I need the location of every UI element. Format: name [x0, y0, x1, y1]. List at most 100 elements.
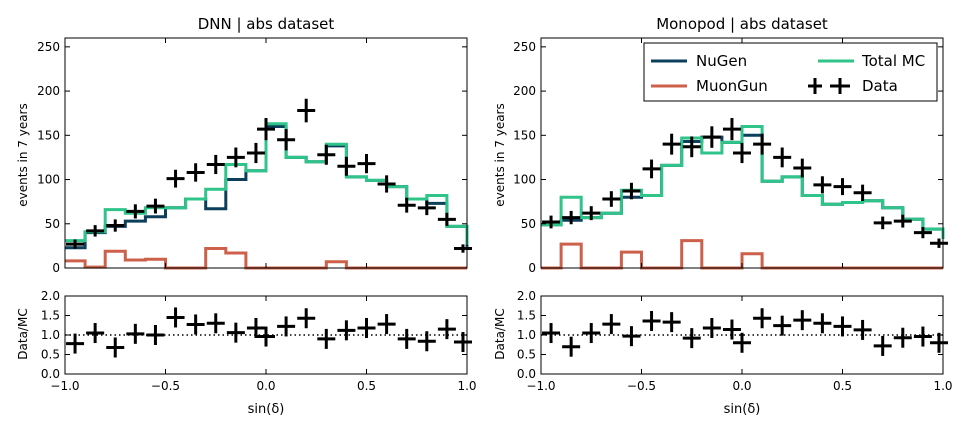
dnn-xlabel: sin(δ) [248, 402, 285, 417]
data-point [753, 133, 772, 155]
legend-data-label: Data [862, 77, 898, 95]
ratio-ytick-label: 0.5 [41, 348, 60, 362]
monopod-ratio-ylabel: Data/MC [493, 308, 507, 359]
data-point [297, 98, 316, 123]
data-point [833, 178, 852, 196]
data-point [166, 169, 185, 188]
xtick-label: 1.0 [933, 379, 952, 393]
monopod-ylabel: events in 7 years [493, 103, 507, 206]
xtick-label: −1.0 [50, 379, 79, 393]
ratio-point [642, 310, 661, 331]
monopod-xlabel: sin(δ) [724, 402, 761, 417]
data-point [246, 142, 265, 164]
data-point [893, 214, 912, 228]
data-point [337, 156, 356, 176]
xtick-label: 0.5 [833, 379, 852, 393]
data-point [66, 239, 85, 249]
ratio-point [277, 316, 296, 337]
ratio-point [397, 328, 416, 349]
main-ytick-label: 50 [521, 217, 536, 231]
main-ytick-label: 200 [513, 84, 536, 98]
ratio-point [126, 323, 145, 344]
ratio-point [722, 319, 741, 340]
data-point [562, 210, 581, 225]
ratio-point [582, 323, 601, 344]
ratio-point [246, 317, 265, 338]
xtick-label: 0.0 [732, 379, 751, 393]
ratio-point [702, 317, 721, 338]
ratio-point [186, 314, 205, 335]
legend-box [643, 42, 938, 102]
main-ytick-label: 250 [37, 40, 60, 54]
data-point [542, 215, 561, 229]
data-point [793, 158, 812, 178]
data-point [437, 212, 456, 226]
monopod-main-plot: 0 50 100 150 200 250 [513, 37, 948, 275]
ratio-ytick-label: 1.0 [41, 328, 60, 342]
data-point [722, 118, 741, 141]
ratio-point [562, 336, 581, 357]
monopod-ratio-plot: 0.0 0.5 1.0 1.5 2.0 −1.0 −0.5 0.0 0.5 1.0 [517, 289, 953, 393]
data-point [277, 129, 296, 151]
ratio-ytick-label: 1.5 [41, 309, 60, 323]
data-point [682, 136, 701, 158]
xtick-label: −1.0 [526, 379, 555, 393]
data-point [186, 163, 205, 182]
dnn-panel: DNN | abs dataset events in 7 years Data… [16, 15, 477, 417]
ratio-point [337, 320, 356, 341]
monopod-title: Monopod | abs dataset [656, 15, 828, 33]
data-point [106, 219, 125, 232]
data-point [126, 204, 145, 219]
dnn-ratio-ylabel: Data/MC [16, 308, 30, 359]
data-point [813, 176, 832, 194]
ratio-point [226, 322, 245, 343]
dnn-ratio-plot: 0.0 0.5 1.0 1.5 2.0 −1.0 −0.5 0.0 0.5 1.0 [41, 289, 477, 393]
ratio-point [813, 313, 832, 334]
data-point [357, 154, 376, 174]
main-ytick-label: 150 [37, 128, 60, 142]
data-point [397, 197, 416, 213]
main-ytick-label: 250 [513, 40, 536, 54]
ratio-point [793, 310, 812, 331]
dnn-ylabel: events in 7 years [16, 103, 30, 206]
ratio-point [602, 314, 621, 335]
xtick-label: −0.5 [151, 379, 180, 393]
ratio-point [317, 328, 336, 349]
main-ytick-label: 150 [513, 128, 536, 142]
ratio-point [357, 317, 376, 338]
legend-total-mc-label: Total MC [861, 52, 925, 70]
data-point [702, 126, 721, 148]
xtick-label: 1.0 [457, 379, 476, 393]
ratio-ytick-label: 2.0 [41, 289, 60, 303]
ratio-point [682, 328, 701, 349]
data-point [86, 225, 105, 237]
data-point [853, 184, 872, 201]
xtick-label: −0.5 [627, 379, 656, 393]
data-point [417, 200, 436, 216]
data-point [453, 244, 472, 253]
data-point [377, 175, 396, 193]
data-point [733, 142, 751, 164]
ratio-point [437, 319, 456, 340]
ratio-ytick-label: 0.5 [517, 348, 536, 362]
data-point [257, 118, 275, 141]
monopod-panel: Monopod | abs dataset events in 7 years … [493, 15, 953, 417]
xtick-label: 0.5 [357, 379, 376, 393]
xtick-label: 0.0 [256, 379, 275, 393]
main-ytick-label: 0 [528, 261, 536, 275]
data-point [602, 191, 621, 207]
legend: NuGen MuonGun Total MC Data [643, 42, 938, 102]
data-point [873, 216, 892, 230]
ratio-point [913, 326, 932, 347]
dnn-main-plot: 0 50 100 150 200 250 [37, 37, 472, 275]
ratio-point [297, 308, 316, 329]
main-ytick-label: 50 [45, 217, 60, 231]
ratio-point [542, 323, 561, 344]
main-ytick-label: 0 [52, 261, 60, 275]
ratio-ytick-label: 1.0 [517, 328, 536, 342]
data-point [642, 159, 661, 179]
data-point [226, 147, 245, 168]
ratio-ytick-label: 0.0 [41, 367, 60, 381]
ratio-point [893, 327, 912, 348]
